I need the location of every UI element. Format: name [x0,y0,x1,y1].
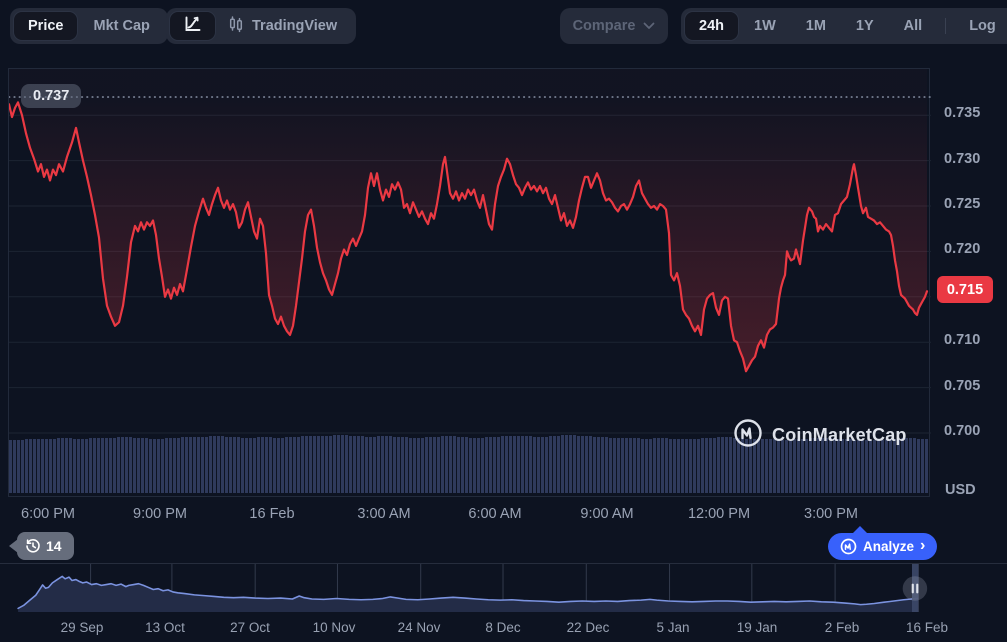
compare-label: Compare [572,18,636,34]
y-axis-label: 0.700 [944,422,981,439]
date-axis-label: 19 Jan [736,620,778,635]
date-axis-label: 22 Dec [566,620,610,635]
x-axis-label: 3:00 PM [804,506,858,522]
x-axis-label: 12:00 PM [687,506,751,522]
coinmarketcap-logo-icon [733,418,763,453]
x-axis-label: 6:00 PM [21,506,75,522]
range-1y[interactable]: 1Y [855,18,874,34]
date-axis-label: 10 Nov [312,620,356,635]
range-1w[interactable]: 1W [754,18,776,34]
scrubber-handle[interactable] [902,564,928,612]
y-axis-label: 0.720 [944,241,981,258]
price-tab[interactable]: Price [14,12,78,40]
x-axis-label: 9:00 PM [133,506,187,522]
current-price-badge: 0.715 [937,276,993,303]
y-axis-label: 0.735 [944,105,981,122]
y-axis-label: 0.705 [944,377,981,394]
date-axis-label: 5 Jan [656,620,690,635]
coinmarketcap-watermark: CoinMarketCap [733,418,907,453]
history-count-badge[interactable]: 14 [9,532,74,560]
analyze-button[interactable]: Analyze › [828,533,938,560]
date-axis-label: 2 Feb [824,620,860,635]
line-chart-icon [183,15,202,37]
currency-unit-label: USD [945,482,976,498]
high-price-marker: 0.737 [21,84,82,108]
mktcap-tab[interactable]: Mkt Cap [93,18,150,34]
y-axis-label: 0.710 [944,332,981,349]
divider [945,18,947,34]
tradingview-label: TradingView [252,18,338,34]
date-axis-label: 27 Oct [230,620,270,635]
chevron-right-icon: › [920,536,926,554]
chevron-down-icon [643,18,655,34]
compare-button[interactable]: Compare [560,8,668,44]
y-axis-label: 0.730 [944,150,981,167]
x-axis-label: 6:00 AM [468,506,522,522]
analyze-label: Analyze [863,539,915,554]
candlestick-icon [228,15,244,37]
date-axis-label: 13 Oct [145,620,185,635]
x-axis-label: 16 Feb [249,506,295,522]
date-axis-label: 24 Nov [397,620,441,635]
chart-type-toggle: TradingView [166,8,357,44]
history-clock-icon [25,538,41,554]
log-scale-button[interactable]: Log [969,18,996,34]
range-all[interactable]: All [903,18,923,34]
main-price-chart[interactable]: 0.737 CoinMarketCap [8,68,931,497]
line-chart-mode-button[interactable] [170,12,215,40]
range-chips: 24h 1W 1M 1Y All [685,12,936,40]
price-line-chart-svg [9,69,931,493]
time-range-selector: 24h 1W 1M 1Y All Log [681,8,1007,44]
date-axis-label: 8 Dec [485,620,521,635]
range-24h[interactable]: 24h [685,12,738,40]
date-axis-label: 29 Sep [60,620,104,635]
time-axis: 6:00 PM 9:00 PM 16 Feb 3:00 AM 6:00 AM 9:00 A… [0,506,1007,526]
range-1m[interactable]: 1M [805,18,826,34]
price-axis: 0.700 0.705 0.710 0.715 0.720 0.725 0.730 0.735… [930,68,1007,498]
date-range-scrubber[interactable] [0,563,1007,612]
x-axis-label: 3:00 AM [357,506,411,522]
history-count: 14 [46,538,62,554]
tradingview-mode-button[interactable]: TradingView [217,15,352,37]
date-axis: 29 Sep 13 Oct 27 Oct 10 Nov 24 Nov 8 Dec 22 De… [0,620,1007,638]
cmc-ai-logo-icon [840,538,857,555]
date-axis-label: 16 Feb [905,620,949,635]
x-axis-label: 9:00 AM [580,506,634,522]
watermark-text: CoinMarketCap [772,425,907,445]
price-mktcap-toggle: Price Mkt Cap [10,8,168,44]
y-axis-label: 0.725 [944,195,981,212]
analyze-caret [852,526,868,534]
